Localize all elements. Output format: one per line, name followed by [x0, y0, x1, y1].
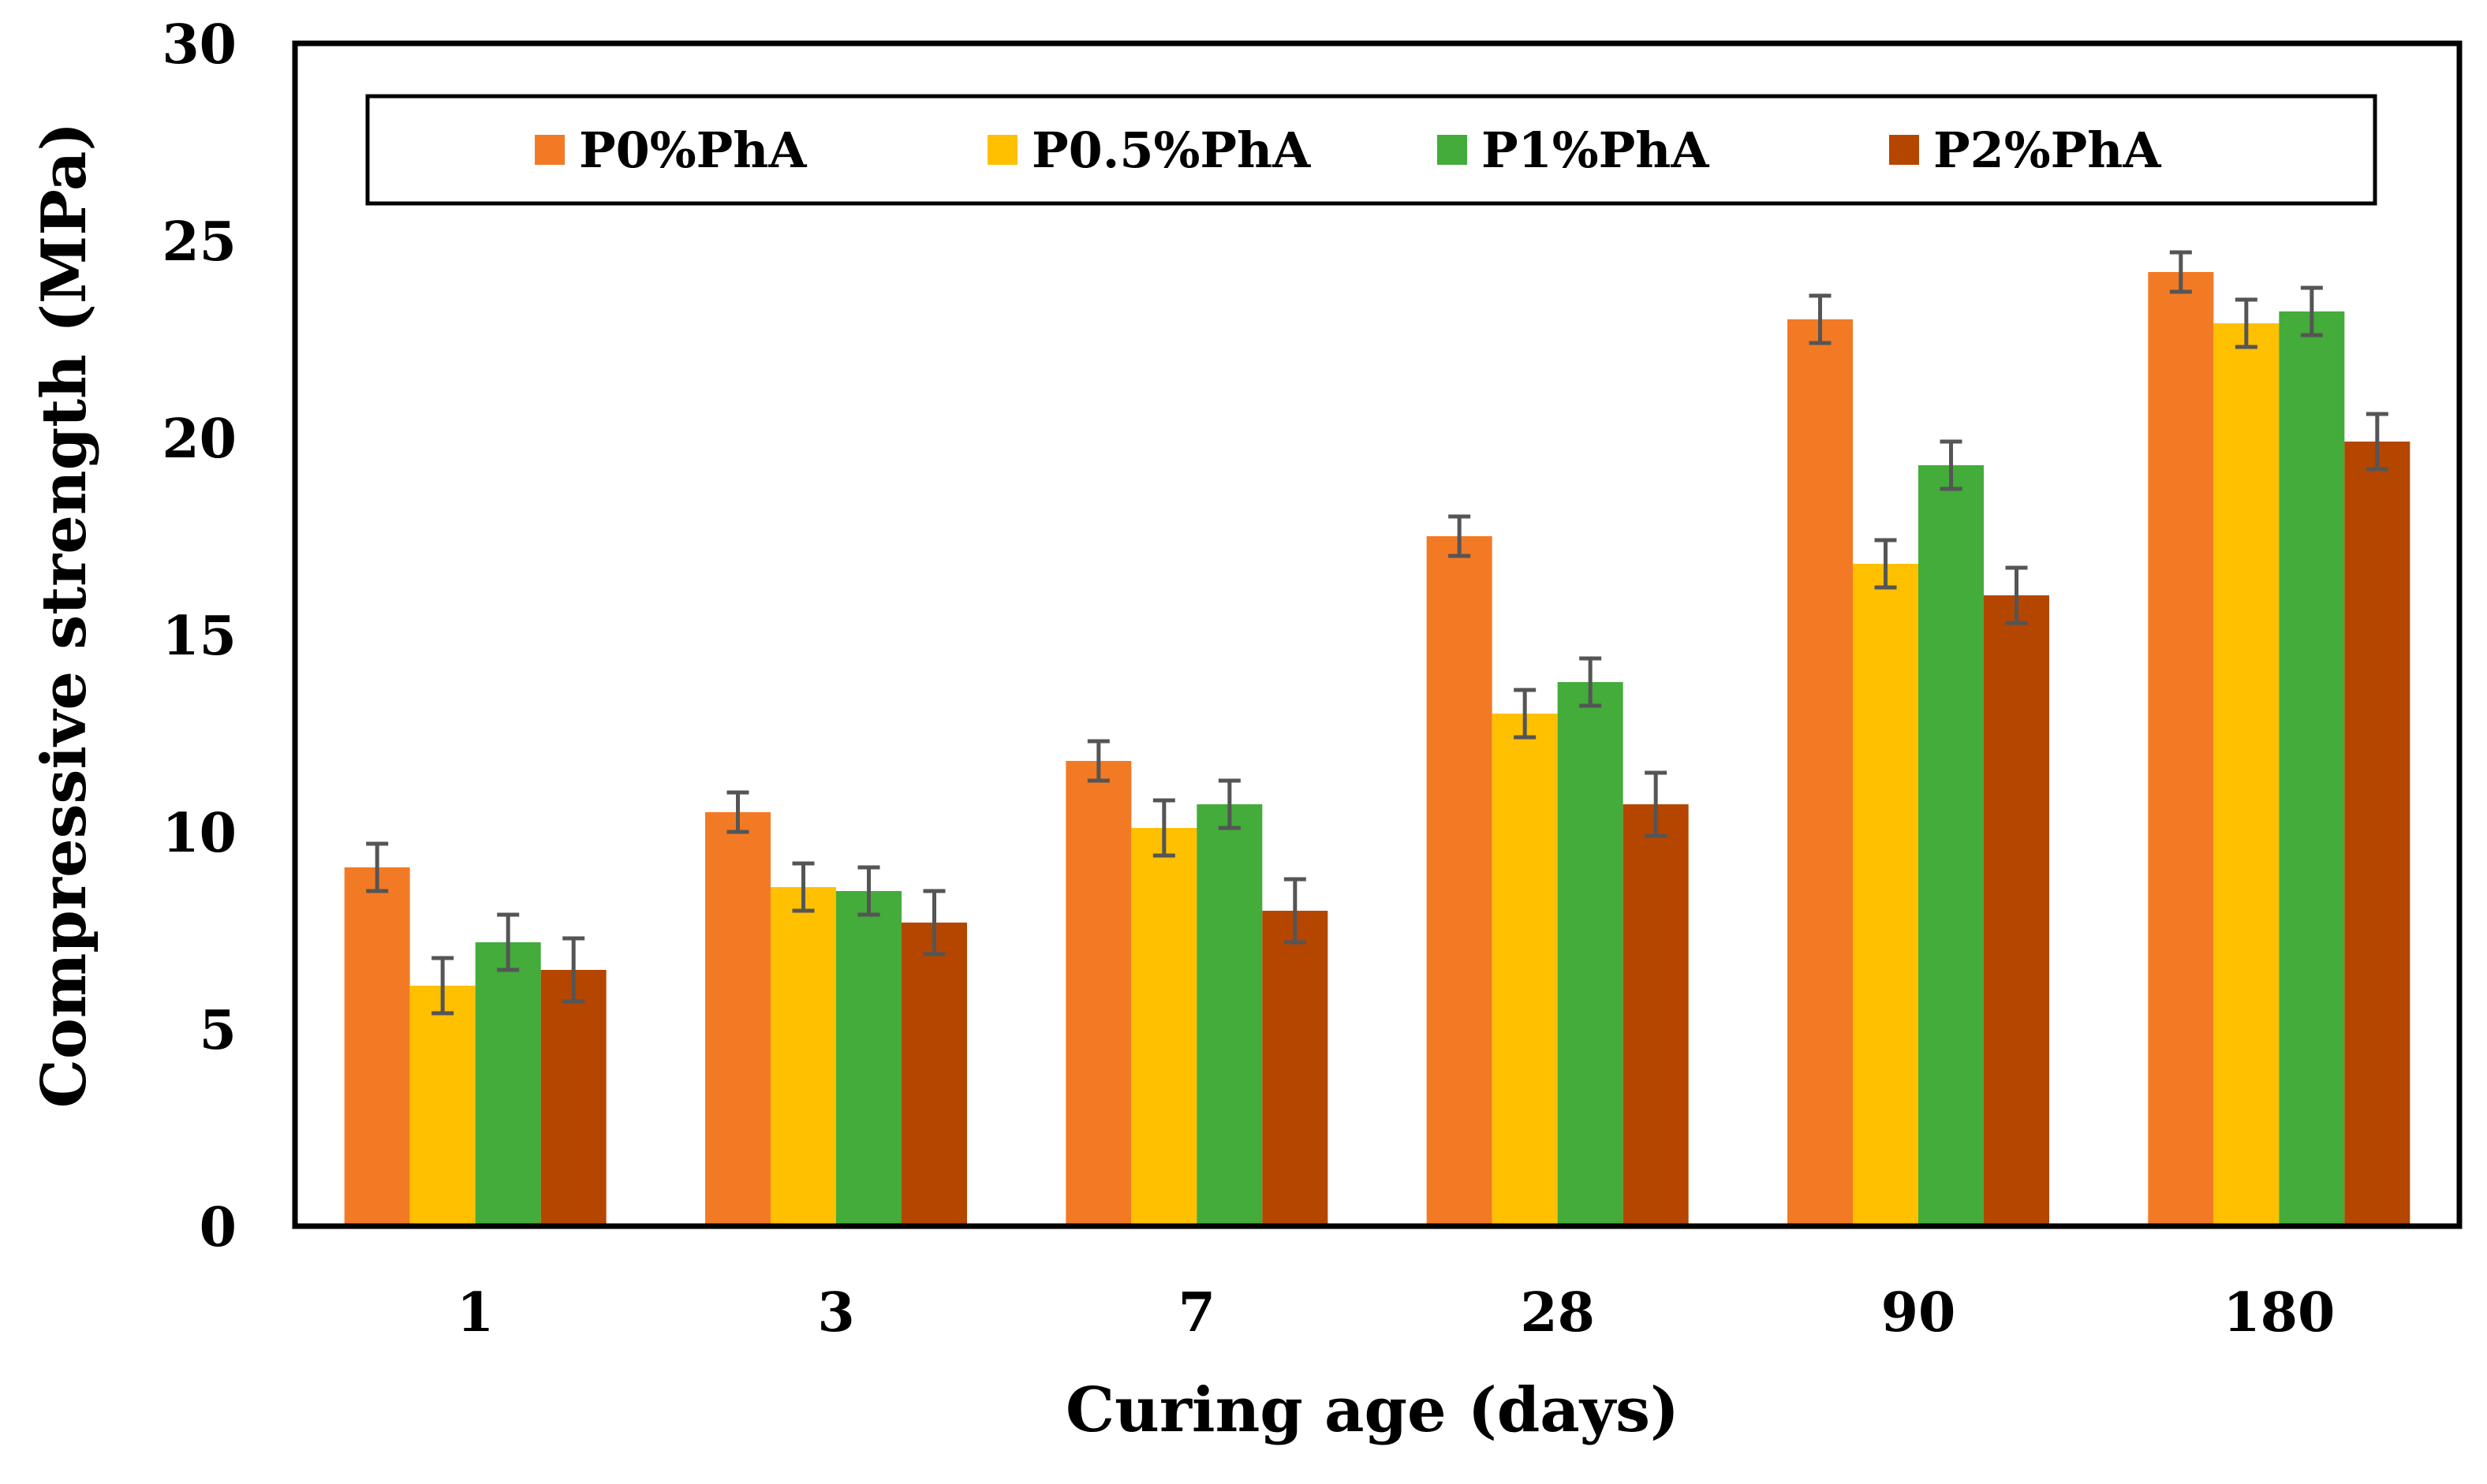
- bar: [771, 887, 836, 1226]
- bar: [540, 970, 607, 1226]
- bar: [1984, 595, 2049, 1226]
- x-tick-label: 1: [457, 1281, 494, 1344]
- bar: [2148, 272, 2214, 1226]
- bar: [475, 942, 541, 1226]
- legend-label: P2%PhA: [1933, 121, 2161, 179]
- y-tick-label: 10: [162, 802, 237, 865]
- legend-swatch: [988, 135, 1018, 165]
- y-tick-label: 30: [162, 13, 237, 76]
- bar: [836, 891, 902, 1226]
- legend-label: P0%PhA: [579, 121, 807, 179]
- x-tick-label: 90: [1881, 1281, 1956, 1344]
- y-tick-label: 15: [162, 605, 237, 668]
- x-tick-labels: 1 3 7 28 90 180: [457, 1281, 2335, 1344]
- bar: [1918, 465, 1984, 1226]
- bar: [344, 867, 410, 1226]
- bars-layer: [344, 272, 2410, 1226]
- legend-swatch: [1437, 135, 1467, 165]
- bar: [1557, 682, 1623, 1226]
- bar: [2344, 442, 2410, 1226]
- bar: [1426, 536, 1492, 1226]
- legend: P0%PhA P0.5%PhA P1%PhA P2%PhA: [535, 121, 2161, 179]
- x-axis-title: Curing age (days): [1066, 1374, 1679, 1446]
- x-tick-label: 180: [2223, 1281, 2335, 1344]
- x-tick-label: 28: [1520, 1281, 1595, 1344]
- plot-frame: [292, 40, 2463, 1229]
- y-tick-label: 25: [162, 211, 237, 274]
- y-axis-title: Compressive strength (MPa): [28, 122, 100, 1109]
- bar: [1853, 564, 1918, 1226]
- y-tick-label: 0: [200, 1196, 237, 1259]
- bar: [1492, 714, 1558, 1226]
- y-tick-labels: 0 5 10 15 20 25 30: [162, 13, 237, 1259]
- bar: [2213, 323, 2280, 1226]
- bar: [1787, 319, 1853, 1226]
- bar: [1262, 911, 1328, 1226]
- legend-swatch: [1889, 135, 1919, 165]
- legend-label: P1%PhA: [1481, 121, 1709, 179]
- error-bars-layer: [366, 250, 2388, 1016]
- bar: [902, 923, 967, 1226]
- bar: [705, 812, 771, 1226]
- y-tick-label: 20: [162, 408, 237, 471]
- bar: [1066, 761, 1132, 1226]
- bar: [409, 986, 476, 1226]
- y-tick-label: 5: [200, 999, 237, 1062]
- bar: [1623, 804, 1689, 1226]
- legend-swatch: [535, 135, 565, 165]
- x-tick-label: 3: [817, 1281, 854, 1344]
- legend-box: [365, 94, 2377, 206]
- legend-label: P0.5%PhA: [1032, 121, 1311, 179]
- x-tick-label: 7: [1178, 1281, 1215, 1344]
- bar: [1197, 804, 1263, 1226]
- bar: [2279, 311, 2345, 1226]
- bar: [1131, 828, 1197, 1226]
